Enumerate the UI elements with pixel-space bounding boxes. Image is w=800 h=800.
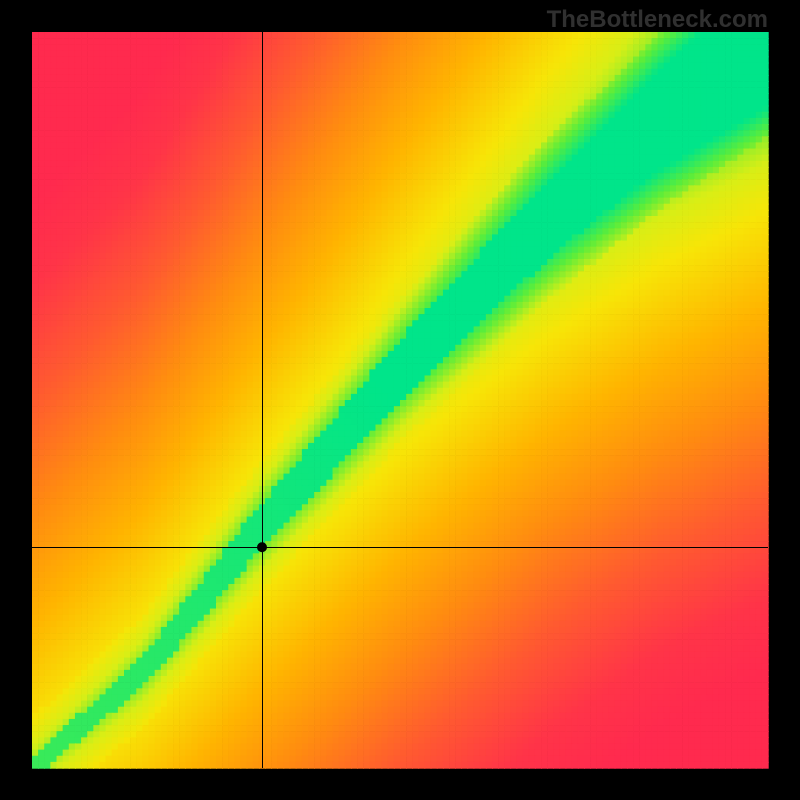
watermark-text: TheBottleneck.com: [547, 6, 768, 34]
bottleneck-heatmap: [0, 0, 800, 800]
